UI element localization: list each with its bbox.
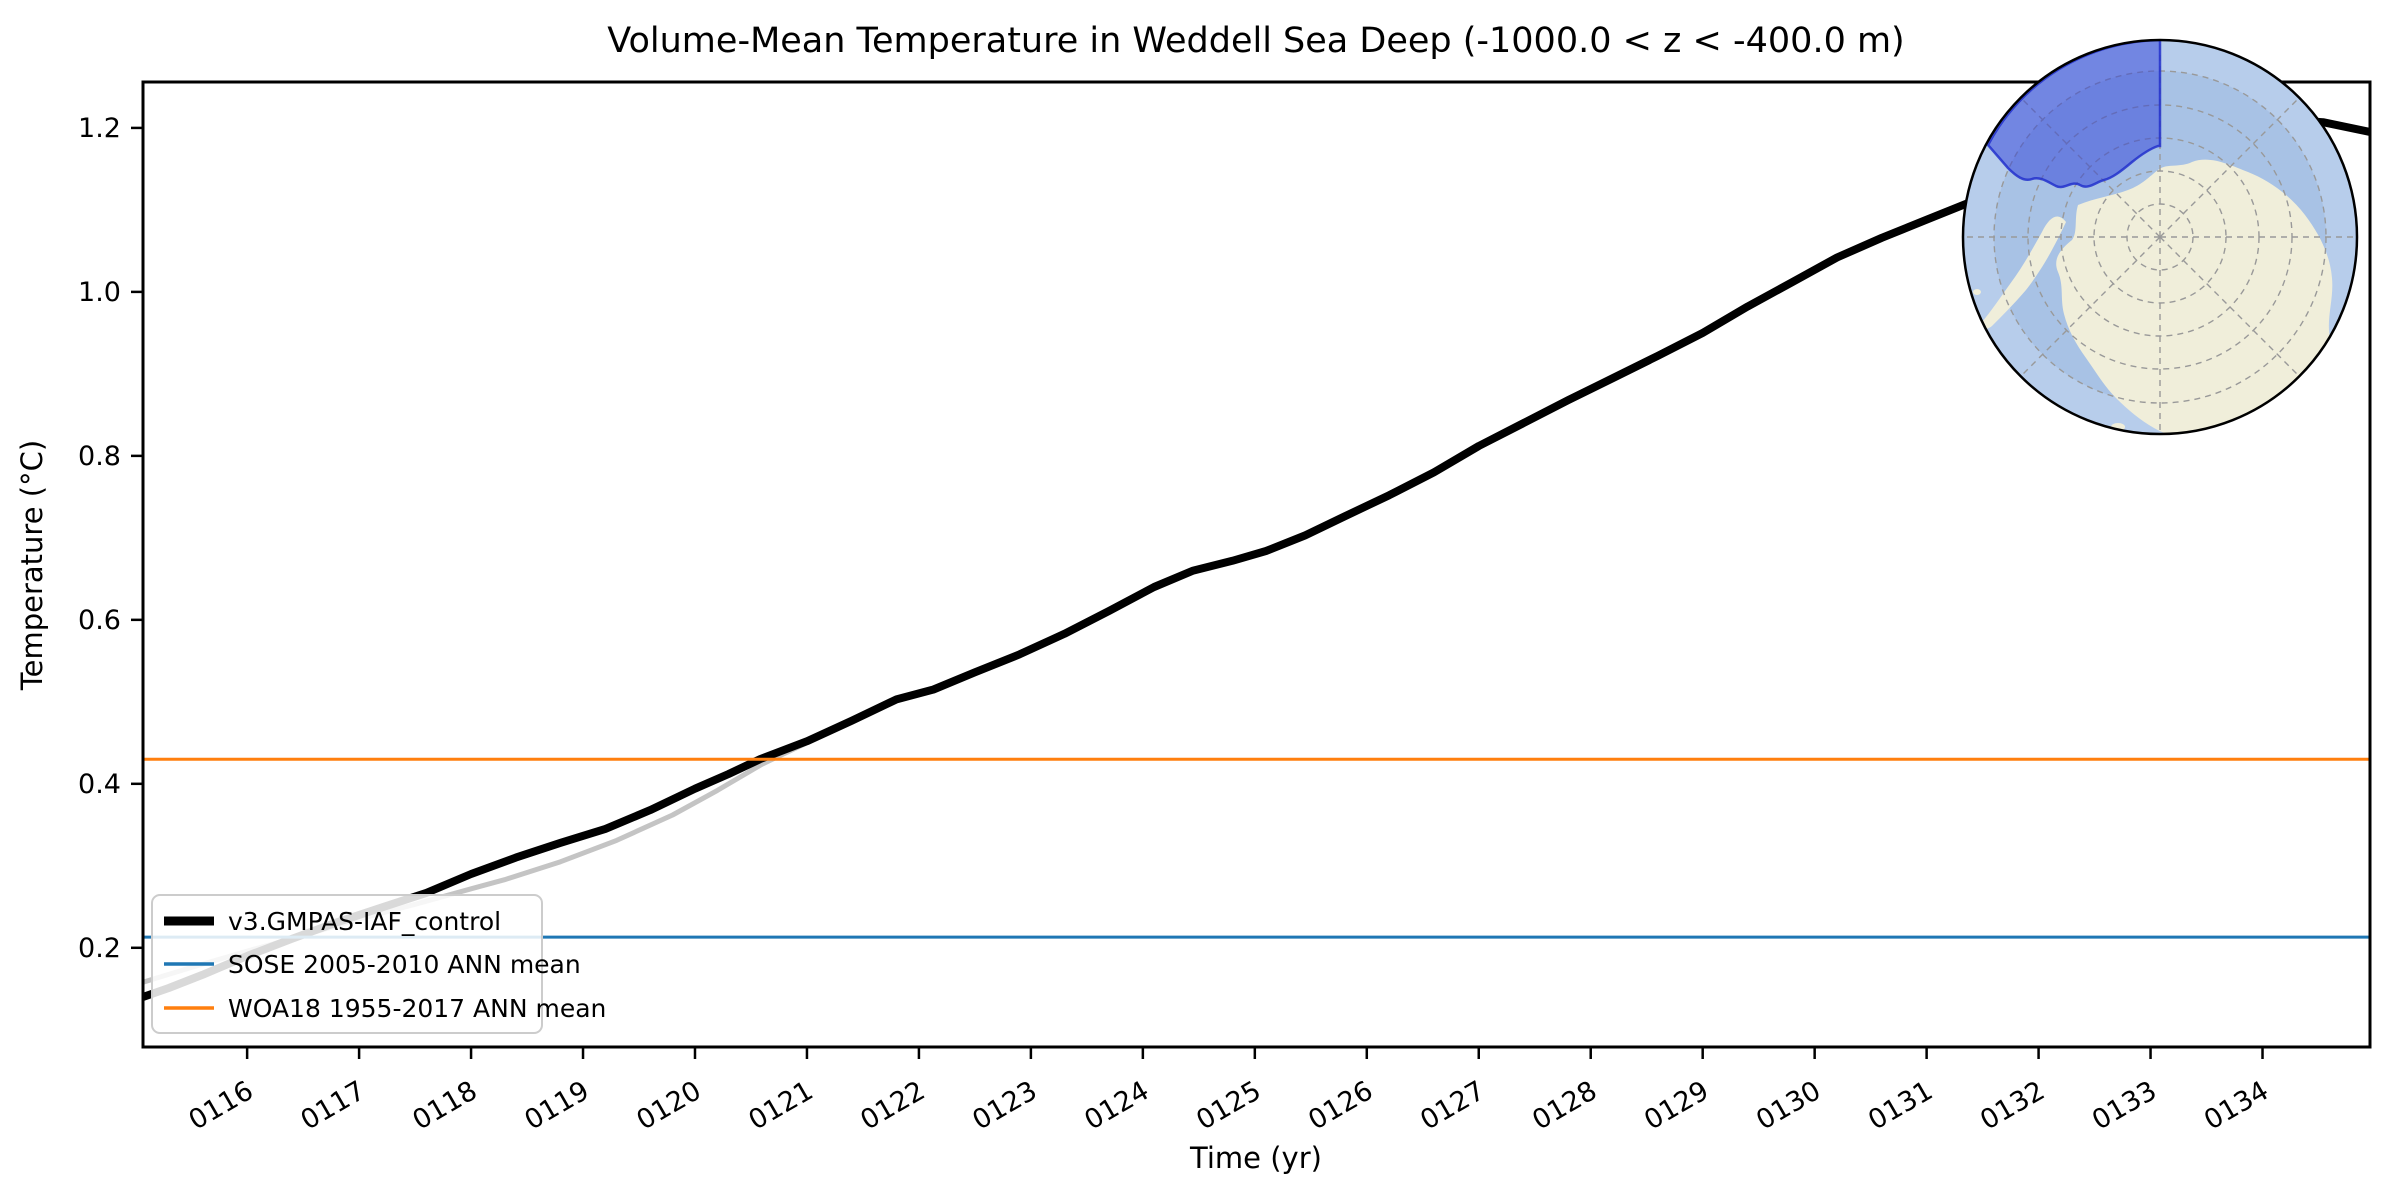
- x-tick-label: 0121: [743, 1075, 818, 1136]
- legend: v3.GMPAS-IAF_control SOSE 2005-2010 ANN …: [151, 894, 606, 1034]
- x-tick-label: 0130: [1751, 1075, 1826, 1136]
- axes-frame: [141, 80, 2372, 1049]
- x-tick-label: 0126: [1303, 1075, 1378, 1136]
- x-tick-label: 0116: [184, 1075, 259, 1136]
- x-tick-label: 0134: [2199, 1075, 2274, 1136]
- legend-box: [151, 894, 543, 1034]
- y-tick-label: 0.2: [78, 933, 121, 964]
- y-tick-label: 0.8: [78, 441, 121, 472]
- x-axis-label: Time (yr): [1189, 1141, 1322, 1175]
- antarctica-landmass: [2056, 159, 2333, 434]
- y-tick-label: 0.6: [78, 605, 121, 636]
- antarctica-inset-map: [1961, 38, 2359, 436]
- x-tick-label: 0133: [2087, 1075, 2162, 1136]
- legend-label-sose: SOSE 2005-2010 ANN mean: [228, 950, 581, 979]
- x-tick-label: 0124: [1079, 1075, 1154, 1136]
- x-tick-label: 0119: [520, 1075, 595, 1136]
- x-tick-label: 0132: [1975, 1075, 2050, 1136]
- chart-title: Volume-Mean Temperature in Weddell Sea D…: [607, 21, 1904, 61]
- x-tick-label: 0128: [1527, 1075, 1602, 1136]
- legend-label-control: v3.GMPAS-IAF_control: [228, 907, 501, 936]
- x-tick-label: 0120: [631, 1075, 706, 1136]
- x-tick-label: 0123: [967, 1075, 1042, 1136]
- x-tick-label: 0122: [855, 1075, 930, 1136]
- legend-label-woa: WOA18 1955-2017 ANN mean: [228, 994, 606, 1023]
- y-tick-label: 0.4: [78, 769, 121, 800]
- weddell-region-highlight: [1986, 40, 2162, 189]
- x-tick-label: 0125: [1191, 1075, 1266, 1136]
- y-tick-label: 1.2: [78, 113, 121, 144]
- map-outline: [1961, 38, 2359, 436]
- y-axis-label: Temperature (°C): [15, 440, 49, 691]
- island: [1973, 289, 1981, 295]
- y-tick-label: 1.0: [78, 277, 121, 308]
- x-tick-label: 0127: [1415, 1075, 1490, 1136]
- x-tick-label: 0117: [296, 1075, 371, 1136]
- x-tick-label: 0118: [408, 1075, 483, 1136]
- x-tick-label: 0131: [1863, 1075, 1938, 1136]
- antarctic-peninsula: [1980, 216, 2066, 330]
- x-tick-label: 0129: [1639, 1075, 1714, 1136]
